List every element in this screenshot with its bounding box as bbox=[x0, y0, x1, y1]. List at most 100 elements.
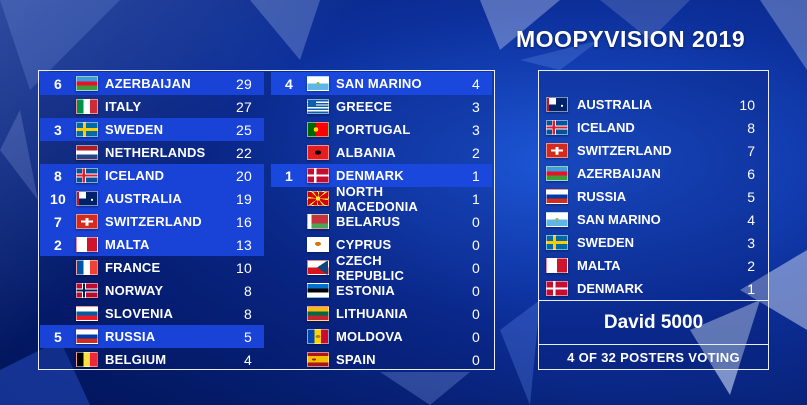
moldova-flag-icon bbox=[307, 329, 329, 344]
country-score: 0 bbox=[472, 236, 480, 253]
points-awarded: 4 bbox=[747, 211, 755, 228]
rank-label: 1 bbox=[285, 167, 293, 184]
country-name: AZERBAIJAN bbox=[105, 76, 191, 91]
country-score: 25 bbox=[236, 121, 252, 138]
country-name: SWITZERLAND bbox=[577, 143, 672, 158]
russia-flag-icon bbox=[546, 189, 568, 204]
country-score: 8 bbox=[244, 282, 252, 299]
scoreboard-row: 6 AZERBAIJAN 29 bbox=[40, 72, 264, 95]
points-row: AZERBAIJAN 6 bbox=[539, 162, 768, 185]
points-row: RUSSIA 5 bbox=[539, 185, 768, 208]
country-score: 19 bbox=[236, 190, 252, 207]
country-name: SWEDEN bbox=[105, 122, 164, 137]
country-name: AUSTRALIA bbox=[105, 191, 182, 206]
country-name: PORTUGAL bbox=[336, 122, 411, 137]
country-name: BELARUS bbox=[336, 214, 401, 229]
country-name: NETHERLANDS bbox=[105, 145, 206, 160]
scoreboard-row: 2 MALTA 13 bbox=[40, 233, 264, 256]
country-name: DENMARK bbox=[336, 168, 404, 183]
scoreboard-row: 3 SWEDEN 25 bbox=[40, 118, 264, 141]
sweden-flag-icon bbox=[546, 235, 568, 250]
country-name: SAN MARINO bbox=[336, 76, 422, 91]
country-name: FRANCE bbox=[105, 260, 161, 275]
country-name: SPAIN bbox=[336, 352, 376, 367]
scoreboard-row: 10 AUSTRALIA 19 bbox=[40, 187, 264, 210]
country-score: 0 bbox=[472, 351, 480, 368]
country-score: 5 bbox=[244, 328, 252, 345]
australia-flag-icon bbox=[546, 97, 568, 112]
country-name: SAN MARINO bbox=[577, 212, 661, 227]
voting-panel: AUSTRALIA 10 ICELAND 8 SWITZERLAND 7 AZERBAIJA… bbox=[538, 70, 769, 370]
norway-flag-icon bbox=[76, 283, 98, 298]
country-name: AZERBAIJAN bbox=[577, 166, 661, 181]
netherlands-flag-icon bbox=[76, 145, 98, 160]
scoreboard-row: 1 DENMARK 1 bbox=[271, 164, 492, 187]
country-name: MALTA bbox=[577, 258, 621, 273]
scoreboard-row: NETHERLANDS 22 bbox=[40, 141, 264, 164]
france-flag-icon bbox=[76, 260, 98, 275]
denmark-flag-icon bbox=[307, 168, 329, 183]
country-score: 3 bbox=[472, 98, 480, 115]
country-name: AUSTRALIA bbox=[577, 97, 653, 112]
azerbaijan-flag-icon bbox=[546, 166, 568, 181]
azerbaijan-flag-icon bbox=[76, 76, 98, 91]
country-name: MOLDOVA bbox=[336, 329, 403, 344]
country-score: 1 bbox=[472, 167, 480, 184]
scoreboard-row: SLOVENIA 8 bbox=[40, 302, 264, 325]
country-score: 22 bbox=[236, 144, 252, 161]
points-awarded: 10 bbox=[739, 96, 755, 113]
voting-status: 4 OF 32 POSTERS VOTING bbox=[567, 350, 740, 365]
points-row: SWEDEN 3 bbox=[539, 231, 768, 254]
rank-label: 7 bbox=[54, 213, 62, 230]
points-awarded: 7 bbox=[747, 142, 755, 159]
country-score: 0 bbox=[472, 305, 480, 322]
voter-name: David 5000 bbox=[603, 311, 704, 333]
scoreboard-row: 8 ICELAND 20 bbox=[40, 164, 264, 187]
slovenia-flag-icon bbox=[76, 306, 98, 321]
points-row: AUSTRALIA 10 bbox=[539, 93, 768, 116]
belgium-flag-icon bbox=[76, 352, 98, 367]
country-name: CZECH REPUBLIC bbox=[336, 252, 405, 283]
lithuania-flag-icon bbox=[307, 306, 329, 321]
scoreboard-row: SPAIN 0 bbox=[271, 348, 492, 371]
estonia-flag-icon bbox=[307, 283, 329, 298]
scoreboard-middle-column: 4 SAN MARINO 4 GREECE 3 PORTUGAL 3 ALBANIA 2 1 DEN… bbox=[271, 72, 492, 371]
country-score: 10 bbox=[236, 259, 252, 276]
country-name: ICELAND bbox=[577, 120, 635, 135]
italy-flag-icon bbox=[76, 99, 98, 114]
iceland-flag-icon bbox=[546, 120, 568, 135]
country-name: BELGIUM bbox=[105, 352, 167, 367]
scoreboard-row: FRANCE 10 bbox=[40, 256, 264, 279]
rank-label: 2 bbox=[54, 236, 62, 253]
country-name: ESTONIA bbox=[336, 283, 395, 298]
country-score: 27 bbox=[236, 98, 252, 115]
country-score: 29 bbox=[236, 75, 252, 92]
divider bbox=[539, 300, 768, 301]
russia-flag-icon bbox=[76, 329, 98, 344]
san-marino-flag-icon bbox=[307, 76, 329, 91]
san-marino-flag-icon bbox=[546, 212, 568, 227]
country-score: 0 bbox=[472, 282, 480, 299]
divider bbox=[539, 344, 768, 345]
country-score: 2 bbox=[472, 144, 480, 161]
country-name: ALBANIA bbox=[336, 145, 396, 160]
points-awarded: 2 bbox=[747, 257, 755, 274]
portugal-flag-icon bbox=[307, 122, 329, 137]
page-title: MOOPYVISION 2019 bbox=[516, 26, 746, 52]
country-name: CYPRUS bbox=[336, 237, 392, 252]
czech-republic-flag-icon bbox=[307, 260, 329, 275]
country-score: 13 bbox=[236, 236, 252, 253]
albania-flag-icon bbox=[307, 145, 329, 160]
rank-label: 5 bbox=[54, 328, 62, 345]
scoreboard-row: NORTH MACEDONIA 1 bbox=[271, 184, 492, 214]
points-row: SWITZERLAND 7 bbox=[539, 139, 768, 162]
points-list: AUSTRALIA 10 ICELAND 8 SWITZERLAND 7 AZERBAIJA… bbox=[539, 93, 768, 300]
points-row: ICELAND 8 bbox=[539, 116, 768, 139]
belarus-flag-icon bbox=[307, 214, 329, 229]
scoreboard-row: CZECH REPUBLIC 0 bbox=[271, 253, 492, 283]
points-awarded: 8 bbox=[747, 119, 755, 136]
scoreboard-row: ESTONIA 0 bbox=[271, 279, 492, 302]
sweden-flag-icon bbox=[76, 122, 98, 137]
scoreboard-row: BELARUS 0 bbox=[271, 210, 492, 233]
scoreboard-row: ITALY 27 bbox=[40, 95, 264, 118]
